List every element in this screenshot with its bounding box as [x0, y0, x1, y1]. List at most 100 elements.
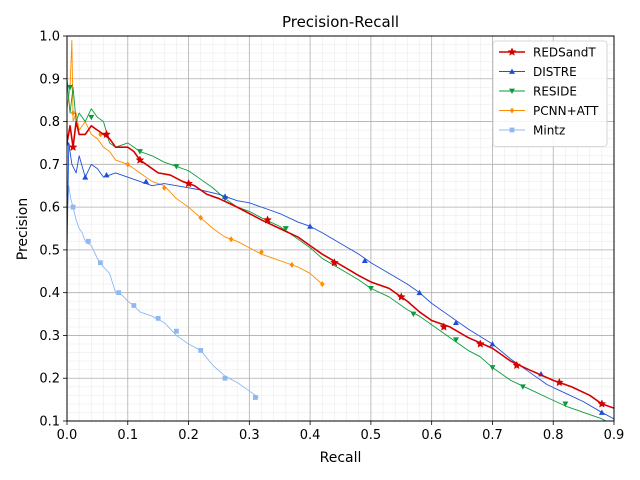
series-marker-redsandt — [263, 215, 272, 224]
series-marker-mintz — [253, 395, 258, 400]
legend-item: DISTRE — [499, 65, 577, 79]
series-marker-pcnn-att — [259, 249, 264, 256]
series-line-reside — [67, 78, 607, 421]
series-marker-distre — [82, 174, 89, 180]
series-marker-redsandt — [330, 258, 339, 267]
series-marker-distre — [307, 223, 314, 229]
y-tick-label: 0.6 — [39, 201, 60, 216]
legend-swatch-marker — [509, 88, 515, 94]
x-tick-label: 0.7 — [482, 428, 503, 443]
legend-box — [492, 40, 608, 147]
series-marker-reside — [173, 164, 180, 170]
legend-item: REDSandT — [499, 46, 596, 60]
plot-frame — [66, 35, 615, 422]
series-marker-redsandt — [597, 399, 607, 408]
x-tick-label: 0.0 — [57, 428, 78, 443]
series-marker-pcnn-att — [289, 261, 295, 268]
legend-label: PCNN+ATT — [533, 104, 599, 118]
legend-item: PCNN+ATT — [499, 104, 599, 118]
series-layer — [67, 39, 614, 421]
series-marker-distre — [222, 193, 229, 199]
ticks: 0.0 0.1 0.2 0.3 0.4 0.5 0.6 0.7 0.8 0.90.10.20.30… — [39, 30, 624, 444]
series-marker-pcnn-att — [320, 281, 325, 288]
y-tick-label: 0.1 — [39, 415, 60, 430]
series-marker-distre — [361, 257, 368, 263]
series-marker-distre — [598, 409, 605, 415]
series-redsandt — [67, 120, 614, 409]
series-marker-reside — [562, 401, 569, 407]
series-marker-distre — [143, 178, 150, 184]
legend-swatch-marker — [509, 127, 515, 133]
y-tick-label: 0.8 — [39, 115, 60, 130]
series-marker-redsandt — [184, 178, 193, 188]
series-marker-redsandt — [102, 129, 111, 139]
series-marker-redsandt — [512, 360, 522, 370]
series-marker-distre — [452, 319, 459, 326]
series-marker-pcnn-att — [198, 214, 203, 221]
y-tick-label: 0.9 — [39, 72, 60, 87]
series-marker-reside — [367, 285, 374, 292]
series-marker-pcnn-att — [125, 161, 131, 168]
series-marker-reside — [452, 337, 459, 343]
x-tick-label: 0.6 — [421, 428, 442, 443]
y-tick-label: 1.0 — [39, 30, 60, 45]
series-marker-distre — [103, 172, 110, 178]
legend-label: RESIDE — [533, 85, 577, 99]
x-tick-label: 0.2 — [178, 428, 199, 443]
series-mintz — [67, 185, 259, 400]
series-marker-reside — [136, 149, 143, 155]
y-tick-label: 0.4 — [39, 286, 60, 301]
y-tick-label: 0.2 — [39, 372, 60, 387]
series-marker-mintz — [222, 375, 228, 381]
series-marker-mintz — [85, 238, 91, 244]
series-marker-reside — [67, 84, 74, 91]
series-marker-mintz — [174, 328, 179, 334]
series-marker-redsandt — [135, 155, 145, 164]
x-axis-label: Recall — [320, 450, 362, 466]
x-tick-label: 0.1 — [117, 428, 138, 443]
x-tick-label: 0.3 — [239, 428, 260, 443]
series-marker-pcnn-att — [70, 110, 76, 116]
series-marker-redsandt — [68, 142, 78, 151]
series-marker-mintz — [155, 315, 161, 321]
series-pcnn-att — [67, 39, 325, 288]
series-marker-mintz — [198, 348, 204, 353]
y-tick-label: 0.3 — [39, 329, 60, 344]
series-marker-pcnn-att — [161, 184, 167, 191]
chart-title: Precision-Recall — [282, 13, 399, 31]
series-marker-reside — [489, 365, 496, 371]
x-tick-label: 0.8 — [543, 428, 564, 443]
series-marker-redsandt — [439, 322, 449, 331]
series-marker-mintz — [131, 303, 137, 308]
series-marker-mintz — [70, 204, 76, 210]
series-line-mintz — [67, 185, 259, 398]
series-marker-reside — [410, 311, 417, 318]
series-marker-mintz — [116, 290, 122, 296]
series-marker-mintz — [98, 260, 103, 266]
legend-label: Mintz — [533, 124, 565, 138]
y-tick-label: 0.7 — [39, 158, 60, 173]
series-marker-pcnn-att — [228, 236, 234, 243]
x-tick-label: 0.9 — [604, 428, 625, 443]
series-marker-redsandt — [475, 339, 485, 348]
legend-label: DISTRE — [533, 65, 577, 79]
x-tick-label: 0.5 — [361, 428, 382, 443]
x-tick-label: 0.4 — [300, 428, 321, 443]
series-marker-distre — [416, 289, 423, 296]
series-marker-distre — [489, 341, 496, 347]
series-marker-redsandt — [554, 377, 564, 387]
legend-swatch-marker — [507, 47, 517, 56]
series-marker-reside — [282, 226, 289, 232]
series-marker-reside — [519, 384, 526, 390]
legend-swatch-marker — [509, 68, 515, 74]
series-distre — [67, 139, 614, 420]
series-marker-redsandt — [396, 292, 406, 301]
legend-item: Mintz — [499, 124, 565, 138]
legend: REDSandT DISTRE RESIDE PCNN+ATT Mintz — [492, 40, 608, 147]
series-line-pcnn-att — [67, 39, 323, 285]
legend-label: REDSandT — [533, 46, 596, 60]
y-axis-label: Precision — [15, 198, 31, 260]
legend-swatch-marker — [509, 107, 515, 114]
series-line-distre — [67, 142, 614, 420]
